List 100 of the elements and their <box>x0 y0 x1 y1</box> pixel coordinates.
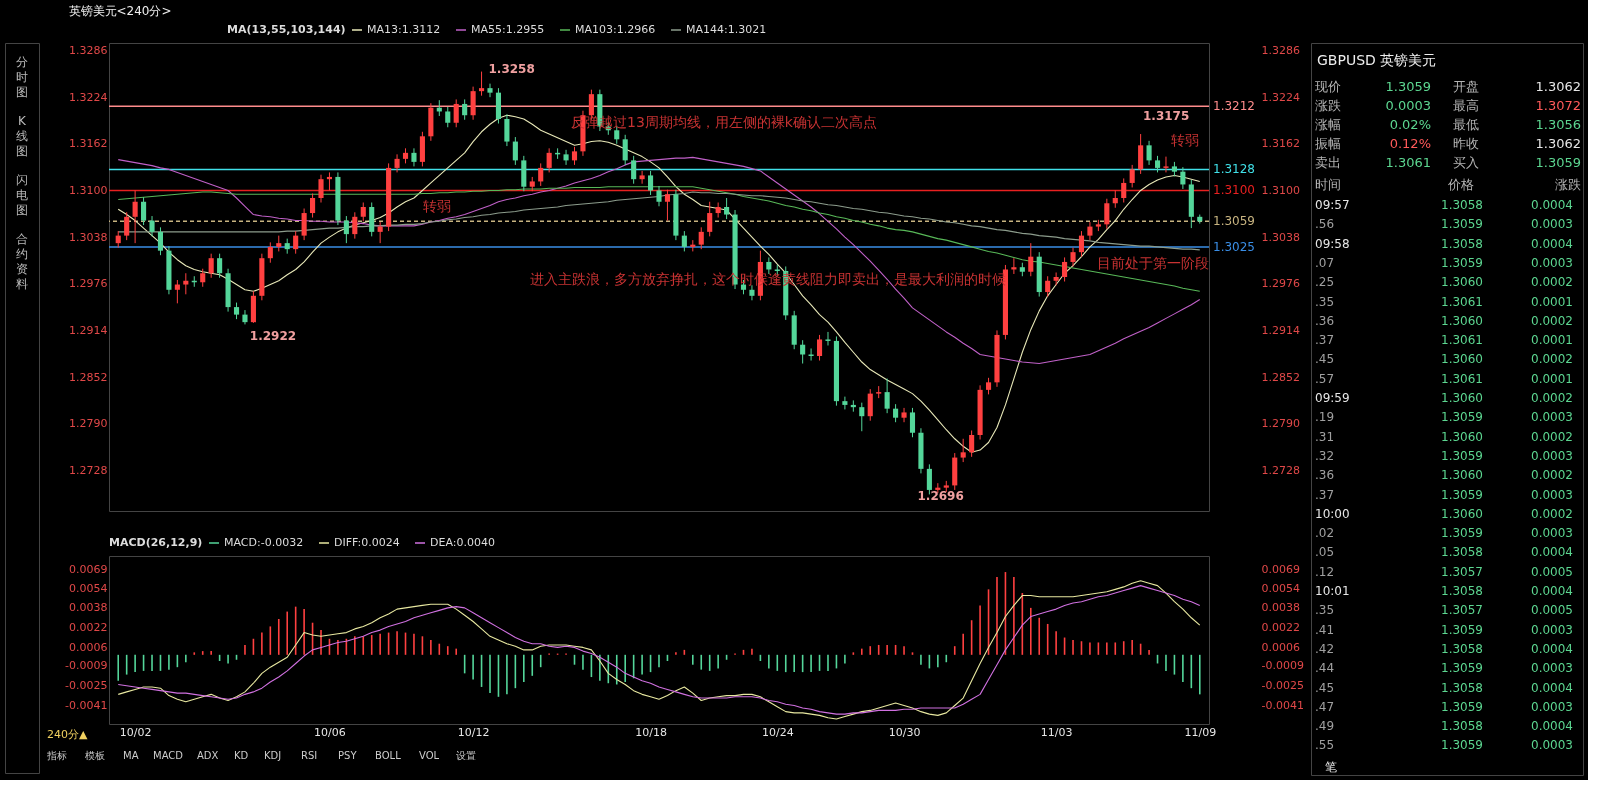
text: .31 <box>1315 429 1335 444</box>
text: 笔 <box>1325 760 1337 774</box>
text: 0.0001 <box>1531 294 1573 309</box>
text: .56 <box>1315 217 1335 232</box>
candlestick <box>960 438 966 463</box>
text: 09:58 <box>1315 236 1350 251</box>
candlestick <box>504 113 510 147</box>
legend-title: MA(13,55,103,144) <box>227 23 346 36</box>
text: 时间 <box>1315 177 1341 192</box>
text: 1.3058 <box>1441 719 1483 734</box>
y2-tick-label: -0.0041 <box>1261 698 1304 712</box>
annotation: 转弱 <box>422 197 451 214</box>
text: 1.3060 <box>1441 506 1483 521</box>
candlestick <box>1129 164 1135 188</box>
annotation: 1.3258 <box>488 61 535 76</box>
y-tick-label: 1.2976 <box>69 277 108 291</box>
candlestick <box>1121 177 1127 204</box>
text: 240分▲ <box>47 728 88 741</box>
chart-title: 英镑美元<240分> <box>68 4 172 18</box>
text: 0.0004 <box>1531 545 1573 560</box>
candlestick <box>149 215 155 237</box>
candlestick <box>208 253 214 279</box>
legend-label: MA55:1.2955 <box>471 23 545 36</box>
text: 0.0003 <box>1531 217 1573 232</box>
candlestick <box>816 334 823 362</box>
text: .32 <box>1315 448 1335 463</box>
x-tick-label: 11/03 <box>1040 725 1073 739</box>
text: 1.3061 <box>1385 155 1431 170</box>
text: 现价 <box>1315 79 1341 94</box>
text: 开盘 <box>1453 79 1479 94</box>
candlestick <box>318 174 324 204</box>
candlestick <box>157 226 164 256</box>
text: 1.3058 <box>1441 641 1483 656</box>
y2-tick-label: 1.3286 <box>1261 44 1300 58</box>
candlestick <box>512 136 518 166</box>
text: 09:57 <box>1315 198 1350 212</box>
candlestick <box>453 98 459 128</box>
x-tick-label: 10/24 <box>761 725 794 739</box>
candlestick <box>1053 271 1059 286</box>
x-tick-label: 11/09 <box>1184 725 1217 739</box>
text: 0.12% <box>1389 136 1431 151</box>
text: 0.0003 <box>1385 98 1431 113</box>
text: 1.3058 <box>1441 236 1483 251</box>
y-tick-label: 0.0006 <box>69 640 108 654</box>
text: 1.3059 <box>1535 155 1581 170</box>
candlestick <box>969 429 975 458</box>
candlestick <box>293 230 299 255</box>
ref-line-label: 1.3212 <box>1213 99 1255 114</box>
y-tick-label: 1.2852 <box>69 370 108 384</box>
y2-tick-label: -0.0025 <box>1261 679 1304 693</box>
text: 1.3058 <box>1441 545 1483 560</box>
candlestick <box>267 241 273 264</box>
candlestick <box>183 272 189 295</box>
y-tick-label: 0.0022 <box>69 621 108 635</box>
text: .02 <box>1315 526 1335 541</box>
text: 1.3059 <box>1441 487 1483 502</box>
candlestick <box>909 407 916 438</box>
text: 1.3060 <box>1441 429 1483 444</box>
text: 1.3059 <box>1385 79 1431 94</box>
y2-tick-label: 0.0006 <box>1261 640 1300 654</box>
annotation: 1.2922 <box>249 328 297 343</box>
candlestick <box>715 202 721 219</box>
legend-label: MA103:1.2966 <box>575 23 656 36</box>
candlestick <box>174 279 180 304</box>
candlestick <box>884 378 890 414</box>
text: 合约资料 <box>16 232 28 291</box>
y2-tick-label: 1.3038 <box>1261 230 1300 244</box>
text: 0.0002 <box>1531 429 1573 444</box>
text: 0.0003 <box>1531 622 1573 637</box>
candlestick <box>656 185 662 207</box>
candlestick <box>681 230 687 252</box>
text: 0.0003 <box>1531 448 1573 463</box>
text: 10:01 <box>1315 584 1350 598</box>
text: .19 <box>1315 410 1335 425</box>
text: 0.0004 <box>1531 236 1573 251</box>
text: 1.3056 <box>1535 117 1581 132</box>
text: 0.0002 <box>1531 313 1573 328</box>
x-tick-label: 10/18 <box>635 725 667 739</box>
legend-label: DEA:0.0040 <box>430 536 495 549</box>
y2-tick-label: 1.2914 <box>1261 323 1300 337</box>
candlestick <box>1180 166 1186 190</box>
text: 0.0003 <box>1531 699 1573 714</box>
text: 1.3072 <box>1535 98 1581 113</box>
text: 昨收 <box>1453 136 1479 151</box>
text: KDJ <box>264 750 282 761</box>
candlestick <box>377 221 383 244</box>
text: 0.0002 <box>1531 391 1573 405</box>
y2-tick-label: 1.2728 <box>1261 463 1300 477</box>
text: 1.3059 <box>1441 738 1483 753</box>
x-tick-label: 10/30 <box>888 725 921 739</box>
text: .07 <box>1315 255 1335 270</box>
y2-tick-label: 1.3100 <box>1261 183 1300 197</box>
text: 0.0002 <box>1531 352 1573 367</box>
text: 涨幅 <box>1315 117 1341 132</box>
text: .36 <box>1315 313 1335 328</box>
candlestick <box>132 189 138 244</box>
y2-tick-label: 1.3162 <box>1261 137 1300 151</box>
y-tick-label: -0.0009 <box>65 659 108 673</box>
annotation: 1.2696 <box>917 489 964 504</box>
text: BOLL <box>375 750 402 761</box>
